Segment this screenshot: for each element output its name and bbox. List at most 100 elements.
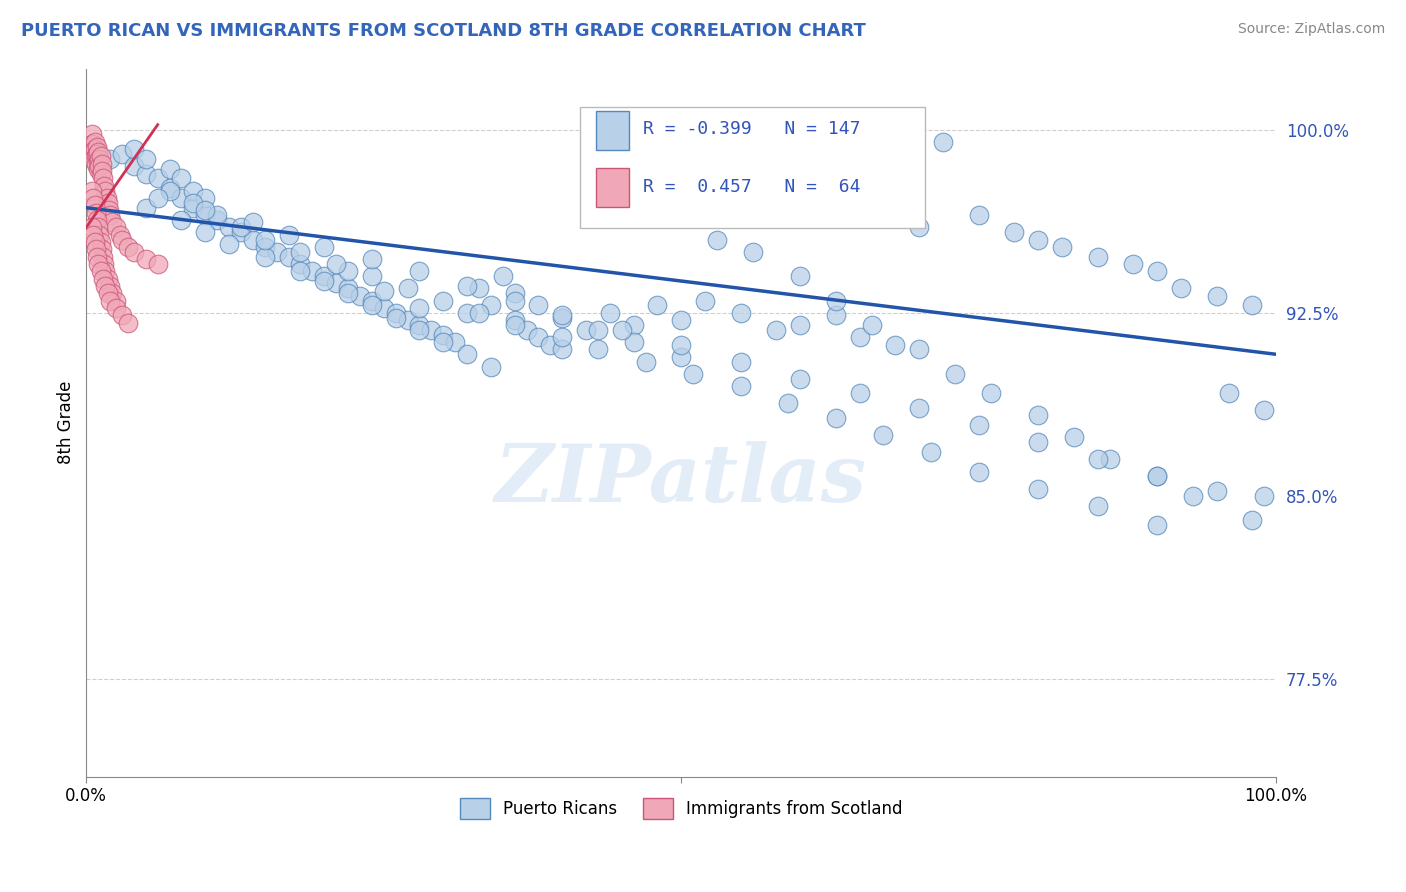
Point bbox=[183, 201, 205, 215]
Point bbox=[86, 147, 108, 161]
Point bbox=[108, 227, 131, 242]
Point bbox=[87, 145, 110, 159]
Point bbox=[586, 343, 609, 357]
Point bbox=[90, 167, 112, 181]
Point bbox=[503, 293, 526, 308]
Point bbox=[1087, 250, 1109, 264]
Point bbox=[83, 142, 105, 156]
Point bbox=[86, 139, 108, 153]
Point bbox=[967, 418, 990, 433]
Point bbox=[456, 279, 478, 293]
Point bbox=[290, 244, 312, 259]
FancyBboxPatch shape bbox=[581, 107, 925, 227]
Point bbox=[623, 318, 645, 332]
Point bbox=[194, 203, 217, 218]
Point bbox=[1146, 518, 1168, 533]
Point bbox=[527, 298, 550, 312]
Point bbox=[599, 306, 621, 320]
Point bbox=[1146, 264, 1168, 278]
Point bbox=[194, 191, 217, 205]
Point bbox=[94, 264, 117, 278]
Point bbox=[135, 167, 157, 181]
Point bbox=[242, 215, 264, 229]
Point bbox=[420, 323, 443, 337]
Point bbox=[90, 164, 112, 178]
Point bbox=[825, 293, 848, 308]
Point bbox=[1146, 469, 1168, 483]
Point bbox=[337, 286, 360, 301]
Point bbox=[82, 145, 104, 159]
Point bbox=[84, 149, 107, 163]
Point bbox=[111, 147, 134, 161]
Point bbox=[1205, 288, 1227, 302]
Point bbox=[82, 184, 104, 198]
Point bbox=[135, 152, 157, 166]
Point bbox=[325, 257, 347, 271]
Point bbox=[97, 203, 120, 218]
Point bbox=[908, 343, 931, 357]
Point bbox=[314, 269, 336, 284]
Point bbox=[111, 232, 134, 246]
Point bbox=[83, 135, 105, 149]
Point bbox=[84, 205, 107, 219]
Point bbox=[503, 286, 526, 301]
Point bbox=[980, 386, 1002, 401]
Point bbox=[360, 269, 382, 284]
Point bbox=[170, 191, 193, 205]
Point bbox=[373, 284, 395, 298]
Text: R = -0.399   N = 147: R = -0.399 N = 147 bbox=[643, 120, 860, 137]
Point bbox=[408, 323, 430, 337]
Point bbox=[337, 281, 360, 295]
Point bbox=[1170, 281, 1192, 295]
Point bbox=[266, 244, 288, 259]
Point bbox=[90, 149, 112, 163]
Point bbox=[135, 201, 157, 215]
Point bbox=[789, 372, 811, 386]
Point bbox=[87, 154, 110, 169]
Point bbox=[82, 191, 104, 205]
Point bbox=[647, 298, 669, 312]
Point bbox=[93, 178, 115, 193]
Point bbox=[1087, 499, 1109, 513]
Point bbox=[93, 257, 115, 271]
Point bbox=[860, 318, 883, 332]
Point bbox=[87, 161, 110, 176]
Legend: Puerto Ricans, Immigrants from Scotland: Puerto Ricans, Immigrants from Scotland bbox=[453, 791, 910, 825]
Point bbox=[97, 195, 120, 210]
Point bbox=[105, 293, 128, 308]
Point bbox=[884, 337, 907, 351]
Point bbox=[105, 220, 128, 235]
Point bbox=[290, 264, 312, 278]
Point bbox=[1026, 232, 1049, 246]
Point bbox=[1098, 452, 1121, 467]
Point bbox=[82, 227, 104, 242]
Point bbox=[384, 306, 406, 320]
Y-axis label: 8th Grade: 8th Grade bbox=[58, 381, 75, 465]
Point bbox=[183, 195, 205, 210]
Point bbox=[314, 274, 336, 288]
Point bbox=[91, 171, 114, 186]
Point bbox=[96, 191, 118, 205]
Point bbox=[920, 445, 942, 459]
Point bbox=[101, 215, 124, 229]
Point bbox=[848, 330, 870, 344]
Point bbox=[159, 184, 181, 198]
Point bbox=[706, 232, 728, 246]
Point bbox=[117, 316, 139, 330]
Point bbox=[97, 286, 120, 301]
Point bbox=[634, 354, 657, 368]
Point bbox=[242, 232, 264, 246]
Point bbox=[908, 401, 931, 415]
Point bbox=[90, 264, 112, 278]
Point bbox=[432, 335, 454, 350]
Point bbox=[669, 313, 692, 327]
Point bbox=[146, 191, 169, 205]
Point bbox=[1122, 257, 1144, 271]
FancyBboxPatch shape bbox=[596, 168, 628, 207]
Point bbox=[337, 264, 360, 278]
Point bbox=[183, 184, 205, 198]
Point bbox=[159, 161, 181, 176]
Point bbox=[908, 220, 931, 235]
Point bbox=[89, 152, 111, 166]
Point bbox=[360, 252, 382, 266]
